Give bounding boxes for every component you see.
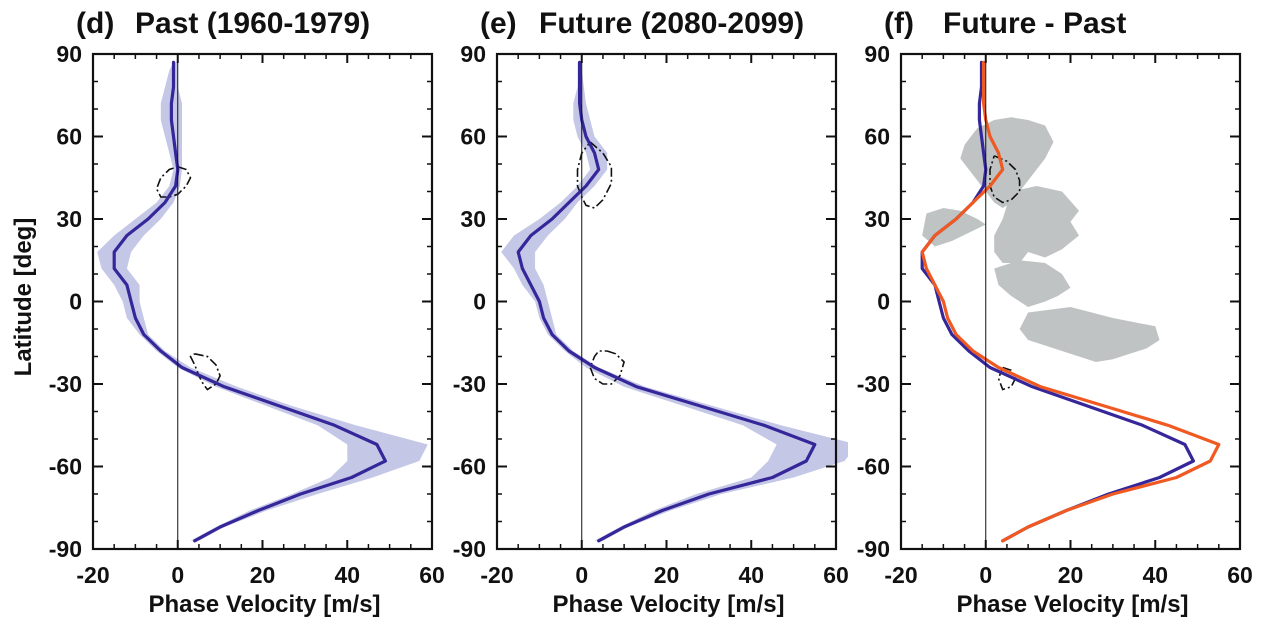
x-tick-label: 0 — [171, 562, 184, 588]
panel-title: Past (1960-1979) — [135, 7, 370, 40]
y-tick-label: -30 — [857, 371, 890, 397]
x-tick-label: 60 — [823, 562, 849, 588]
series-line-0 — [920, 60, 1196, 543]
x-axis-label: Phase Velocity [m/s] — [956, 591, 1188, 618]
plot-area-1 — [501, 60, 848, 543]
y-tick-label: -90 — [453, 536, 486, 562]
panel-title: Future - Past — [943, 7, 1126, 40]
x-tick-label: 40 — [1142, 562, 1168, 588]
y-tick-label: 60 — [56, 124, 82, 150]
dashdot-contour-0 — [989, 155, 1021, 204]
y-tick-label: -90 — [857, 536, 890, 562]
series-line-0 — [112, 60, 387, 543]
y-tick-label: -30 — [453, 371, 486, 397]
y-tick-label: 90 — [56, 41, 82, 67]
y-tick-label: -30 — [49, 371, 82, 397]
x-tick-label: 40 — [738, 562, 764, 588]
ensemble-spread-band — [501, 62, 848, 541]
y-axis-label: Latitude [deg] — [10, 218, 37, 377]
x-tick-label: 60 — [419, 562, 445, 588]
significance-patch-4 — [1019, 307, 1160, 362]
plot-frame — [91, 52, 434, 551]
panel-label: (e) — [480, 7, 517, 40]
ensemble-spread-band — [97, 62, 428, 541]
significance-patch-1 — [994, 186, 1079, 263]
y-tick-label: 60 — [864, 124, 890, 150]
x-tick-label: 40 — [334, 562, 360, 588]
dashdot-contour-1 — [589, 350, 626, 385]
y-tick-label: 90 — [460, 41, 486, 67]
y-tick-label: 0 — [473, 289, 486, 315]
panel-2: -20 0 20 40 60 -90 -60 -30 0 30 60 90(f) Future - Pa… — [857, 7, 1253, 618]
y-tick-label: -60 — [49, 454, 82, 480]
x-tick-label: 0 — [979, 562, 992, 588]
panel-title: Future (2080-2099) — [539, 7, 804, 40]
y-tick-label: 30 — [460, 206, 486, 232]
plot-area-0 — [97, 60, 428, 543]
panel-0: -20 0 20 40 60 -90 -60 -30 0 30 60 90(d) Past (1960-… — [49, 7, 445, 618]
dashdot-contour-0 — [576, 141, 613, 209]
x-axis-label: Phase Velocity [m/s] — [148, 591, 380, 618]
y-tick-label: 30 — [56, 206, 82, 232]
y-tick-label: -60 — [857, 454, 890, 480]
x-tick-label: -20 — [480, 562, 513, 588]
series-line-1 — [920, 60, 1221, 543]
dashdot-contour-1 — [997, 366, 1017, 391]
plot-area-2 — [920, 60, 1221, 543]
x-tick-label: 20 — [654, 562, 680, 588]
x-tick-label: -20 — [76, 562, 109, 588]
y-tick-label: 30 — [864, 206, 890, 232]
dashdot-contour-0 — [155, 166, 192, 198]
x-tick-label: 60 — [1227, 562, 1253, 588]
y-tick-label: 60 — [460, 124, 486, 150]
y-tick-label: -90 — [49, 536, 82, 562]
x-tick-label: 20 — [1058, 562, 1084, 588]
y-tick-label: -60 — [453, 454, 486, 480]
x-axis-label: Phase Velocity [m/s] — [552, 591, 784, 618]
plot-frame — [899, 52, 1242, 551]
panel-1: -20 0 20 40 60 -90 -60 -30 0 30 60 90(e) Future (208… — [453, 7, 849, 618]
y-tick-label: 90 — [864, 41, 890, 67]
dashdot-contour-1 — [189, 353, 221, 391]
series-line-0 — [516, 60, 817, 543]
panel-label: (d) — [76, 7, 114, 40]
y-tick-label: 0 — [877, 289, 890, 315]
panel-label: (f) — [884, 7, 914, 40]
x-tick-label: 0 — [575, 562, 588, 588]
x-tick-label: -20 — [884, 562, 917, 588]
significance-patch-3 — [994, 260, 1071, 307]
x-tick-label: 20 — [250, 562, 276, 588]
y-tick-label: 0 — [69, 289, 82, 315]
significance-patch-2 — [922, 208, 986, 247]
